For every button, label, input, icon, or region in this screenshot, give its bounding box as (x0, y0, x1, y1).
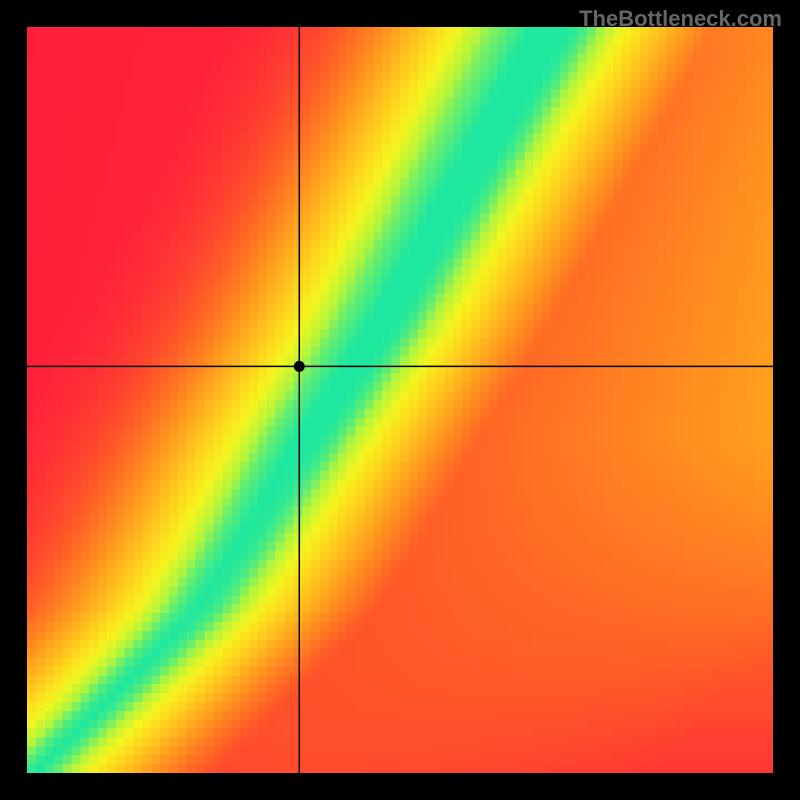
chart-container: TheBottleneck.com (0, 0, 800, 800)
bottleneck-heatmap (27, 27, 773, 773)
watermark-text: TheBottleneck.com (579, 6, 782, 32)
